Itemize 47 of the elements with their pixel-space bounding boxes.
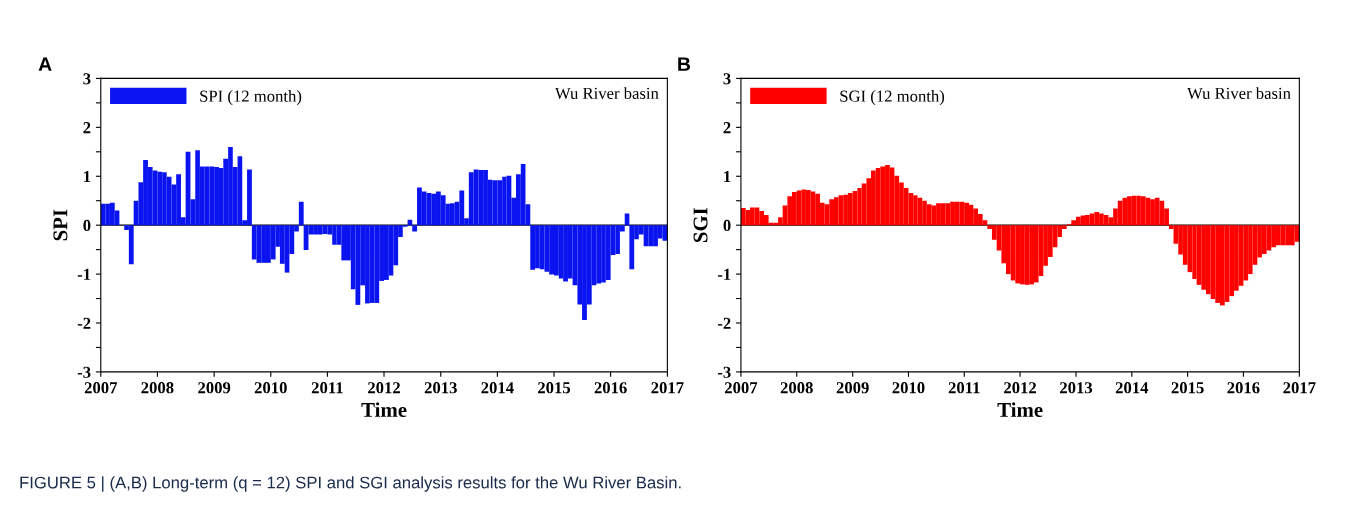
x-tick-label: 2008 [780,382,813,394]
x-tick-label: 2007 [724,382,758,394]
y-tick-label: 0 [83,219,91,232]
y-tick-label: -3 [717,366,731,378]
y-tick-label: 0 [723,219,731,232]
x-tick-label: 2008 [141,382,174,394]
x-tick-label: 2015 [538,382,571,394]
y-tick-label: 1 [84,171,91,183]
x-tick-label: 2017 [651,382,684,394]
x-tick-label: 2012 [368,382,400,394]
x-tick-label: 2010 [254,382,287,394]
y-tick-label: 2 [83,122,91,134]
annotation: Wu River basin [1187,87,1291,100]
x-tick-label: 2009 [836,382,869,394]
x-tick-label: 2007 [84,382,118,394]
x-tick-label: 2011 [311,382,343,394]
annotation: Wu River basin [554,87,659,100]
caption: FIGURE 5 | (A,B) Long-term (q = 12) SPI and SGI analysis results for the Wu River Basin. [20,476,681,492]
x-tick-label: 2009 [198,382,231,394]
y-tick-label: -1 [77,268,91,280]
x-tick-label: 2015 [1171,382,1204,394]
y-tick-label: 3 [723,73,731,85]
y-tick-label: 1 [724,171,731,183]
text: B [678,57,691,71]
text: A [38,57,52,71]
y-tick-label: -2 [717,317,731,329]
y-tick-label: 2 [723,122,731,134]
x-axis-title: Time [997,402,1043,417]
x-tick-label: 2014 [1115,382,1149,394]
x-axis-title: Time [361,402,407,417]
y-tick-label: -1 [717,268,731,280]
y-tick-label: -2 [77,317,91,329]
legend-label: SPI (12 month) [200,90,302,106]
y-tick-label: -3 [77,366,91,378]
y-axis-title: SGI [693,207,708,243]
x-tick-label: 2016 [1227,382,1260,394]
x-tick-label: 2014 [481,382,514,394]
x-tick-label: 2016 [594,382,627,394]
x-tick-label: 2010 [892,382,925,394]
x-tick-label: 2017 [1283,382,1316,394]
x-tick-label: 2013 [1060,382,1093,394]
y-axis-title: SPI [53,209,68,241]
x-tick-label: 2011 [948,382,980,394]
x-tick-label: 2013 [424,382,457,394]
x-tick-label: 2012 [1004,382,1037,394]
legend-label: SGI (12 month) [840,90,945,106]
y-tick-label: 3 [83,73,91,85]
